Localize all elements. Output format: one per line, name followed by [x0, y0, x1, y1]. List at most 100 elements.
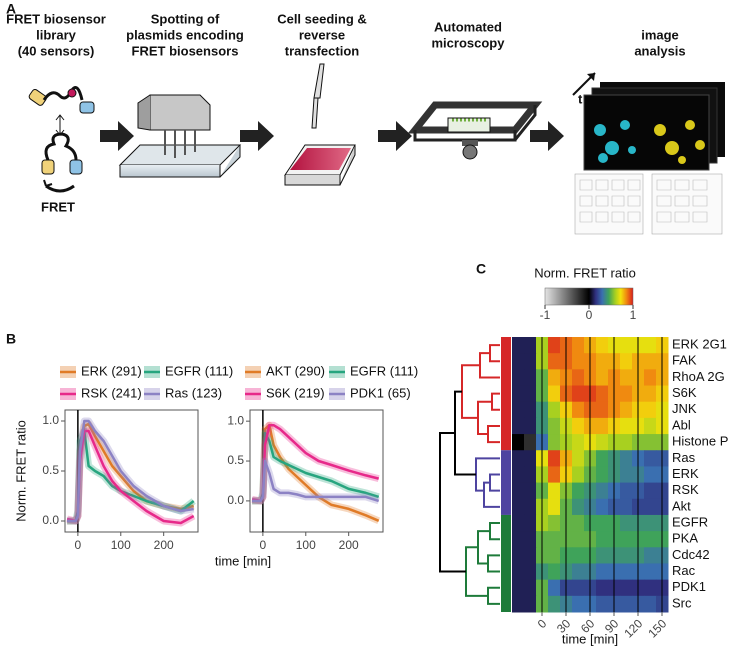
heatmap-cell: [524, 595, 537, 613]
heatmap-cell: [620, 579, 633, 597]
heatmap-cell: [572, 547, 585, 564]
heatmap-cell: [572, 337, 585, 354]
cluster-bar: [501, 337, 511, 451]
legend-label: PDK1 (65): [350, 385, 411, 400]
heatmap-cell: [620, 385, 633, 403]
y-tick-label: 0.0: [42, 513, 59, 527]
heatmap-cell: [644, 531, 657, 548]
heatmap-cell: [596, 595, 609, 613]
heatmap-cell: [572, 579, 585, 597]
heatmap-cell: [644, 401, 657, 419]
x-tick-label: 0: [260, 538, 267, 552]
step-title: plasmids encoding: [126, 27, 244, 42]
heatmap-cell: [644, 353, 657, 370]
y-tick-label: 0.5: [227, 453, 244, 467]
heatmap-cell: [524, 498, 537, 516]
image-stack: [572, 72, 725, 235]
heatmap-cell: [620, 369, 633, 387]
heatmap-cell: [524, 482, 537, 500]
heatmap-cell: [596, 531, 609, 548]
heatmap-cell: [548, 353, 561, 370]
heatmap-cell: [548, 434, 561, 451]
heatmap-cell: [620, 353, 633, 370]
heatmap-cell: [596, 417, 609, 435]
fret-label: FRET: [41, 199, 75, 214]
y-tick-label: 1.0: [227, 413, 244, 427]
x-tick-label: 200: [154, 538, 174, 552]
heatmap-cell: [644, 385, 657, 403]
heatmap-cell: [512, 337, 525, 354]
x-tick-label: 100: [111, 538, 131, 552]
time-label: t: [578, 91, 583, 106]
heatmap-cell: [512, 385, 525, 403]
heatmap-cell: [524, 385, 537, 403]
heatmap-cell: [512, 514, 525, 532]
heatmap-cell: [524, 337, 537, 354]
dendrogram-branch: [489, 473, 500, 492]
step-title: transfection: [285, 43, 359, 58]
dendrogram-branch: [477, 400, 492, 436]
heatmap-cell: [644, 434, 657, 451]
heatmap-cell: [644, 563, 657, 581]
heatmap-cell: [512, 563, 525, 581]
heatmap-cell: [512, 434, 525, 451]
heatmap-cell: [548, 498, 561, 516]
heatmap-cell: [596, 482, 609, 500]
row-label: Ras: [672, 450, 696, 465]
heatmap-cell: [620, 434, 633, 451]
legend-label: S6K (219): [266, 385, 325, 400]
x-tick-label: 100: [296, 538, 316, 552]
heatmap-cell: [572, 498, 585, 516]
row-label: EGFR: [672, 514, 708, 529]
heatmap-cell: [572, 482, 585, 500]
cluster-bar: [501, 514, 511, 612]
legend-label: ERK (291): [81, 363, 142, 378]
x-axis-title: time [min]: [562, 631, 618, 646]
heatmap-cell: [572, 369, 585, 387]
dendrogram: [439, 344, 500, 605]
row-label: ERK: [672, 466, 699, 481]
y-tick-label: 0.0: [227, 493, 244, 507]
heatmap-cell: [524, 547, 537, 564]
x-tick-label: 120: [621, 616, 645, 640]
heatmap-cell: [524, 353, 537, 370]
colorbar: [544, 287, 634, 306]
colorbar-title: Norm. FRET ratio: [534, 265, 636, 280]
heatmap-cell: [548, 417, 561, 435]
row-label: PDK1: [672, 579, 706, 594]
heatmap-cell: [524, 531, 537, 548]
heatmap-cell: [596, 514, 609, 532]
heatmap-cell: [596, 466, 609, 484]
heatmap-cell: [524, 417, 537, 435]
heatmap-cell: [572, 417, 585, 435]
heatmap-cell: [524, 579, 537, 597]
row-label: PKA: [672, 531, 698, 546]
microscope-icon: [407, 101, 543, 160]
heatmap-cell: [644, 482, 657, 500]
panel-label: C: [476, 261, 486, 277]
heatmap-cell: [644, 595, 657, 613]
heatmap-cell: [548, 595, 561, 613]
heatmap-cell: [548, 369, 561, 387]
row-label: RSK: [672, 482, 699, 497]
row-label: S6K: [672, 385, 697, 400]
dendrogram-branch: [487, 586, 500, 605]
heatmap-cell: [572, 450, 585, 467]
x-tick-label: 0: [75, 538, 82, 552]
dendrogram-branch: [439, 432, 466, 573]
cluster-bar: [501, 450, 511, 515]
y-axis-title: Norm. FRET ratio: [13, 420, 28, 522]
row-label: ERK 2G1: [672, 337, 727, 352]
heatmap-cell: [512, 450, 525, 467]
y-tick-label: 0.5: [42, 463, 59, 477]
seeding-icon: [284, 63, 356, 186]
heatmap-cell: [572, 353, 585, 370]
row-label: Akt: [672, 498, 691, 513]
row-label: Cdc42: [672, 547, 710, 562]
heatmap-cell: [644, 466, 657, 484]
legend-label: RSK (241): [81, 385, 142, 400]
legend-label: EGFR (111): [350, 363, 418, 378]
row-label: Rac: [672, 563, 696, 578]
heatmap-cell: [512, 547, 525, 564]
